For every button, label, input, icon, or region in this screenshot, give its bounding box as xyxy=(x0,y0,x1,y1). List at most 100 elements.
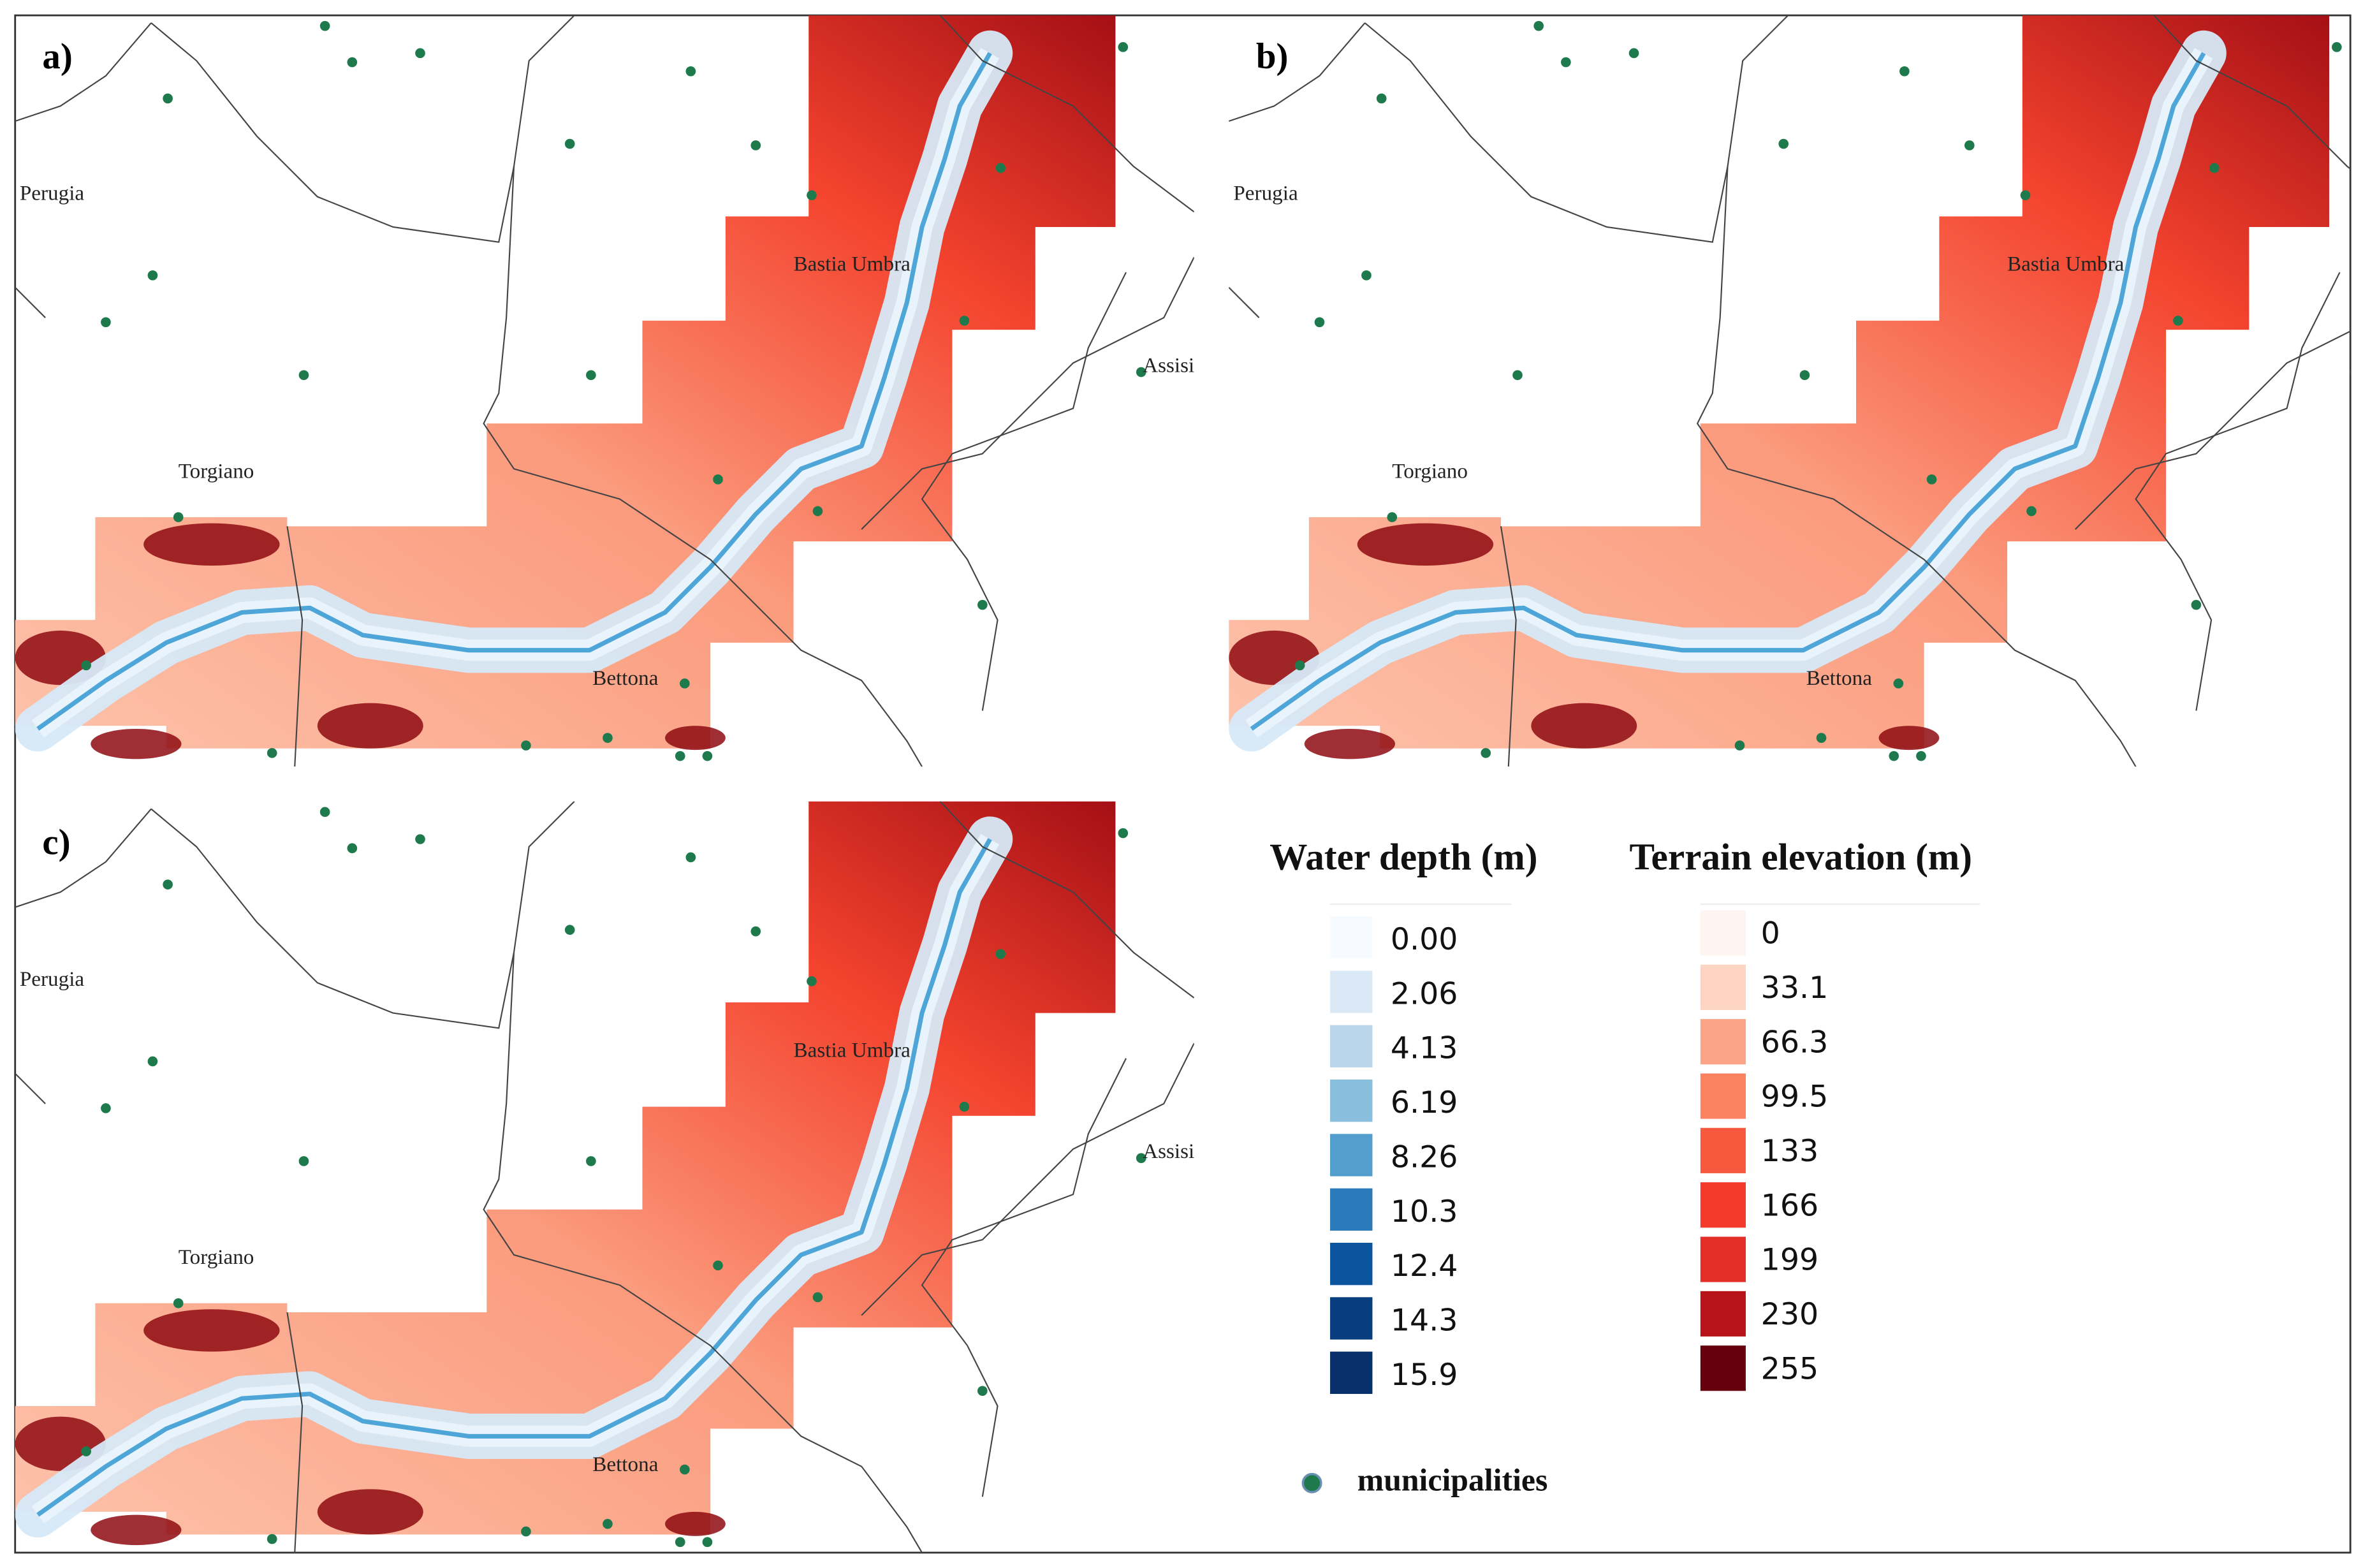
municipality xyxy=(702,751,713,761)
legend-swatch xyxy=(1330,1025,1373,1067)
high-terrain xyxy=(1357,523,1494,566)
legend-swatch xyxy=(1700,1182,1746,1228)
municipality xyxy=(812,1292,823,1303)
municipality xyxy=(347,57,358,68)
municipality xyxy=(319,20,330,31)
municipality xyxy=(2026,506,2037,517)
municipality xyxy=(347,843,358,854)
municipality xyxy=(1561,57,1571,68)
municipality xyxy=(675,751,685,761)
municipality xyxy=(173,1298,184,1308)
legend-swatch xyxy=(1330,1079,1373,1122)
place-label: Assisi xyxy=(1143,1139,1194,1163)
river xyxy=(36,52,992,731)
municipality xyxy=(319,807,330,817)
high-terrain xyxy=(1304,728,1396,759)
municipality xyxy=(680,1464,690,1475)
place-label: Torgiano xyxy=(179,1245,254,1269)
legend-entry: 230 xyxy=(1761,1297,1818,1332)
municipality xyxy=(415,48,425,59)
municipality xyxy=(702,1537,713,1548)
terrain-raster xyxy=(15,15,1116,749)
municipality xyxy=(713,1260,723,1271)
municipality xyxy=(267,1534,277,1544)
municipality xyxy=(1889,751,1899,761)
municipality xyxy=(586,1156,596,1166)
municipality xyxy=(675,1537,685,1548)
boundary xyxy=(15,287,46,318)
municipality xyxy=(81,660,91,671)
boundary xyxy=(939,15,1194,213)
legend-swatch xyxy=(1700,1291,1746,1337)
boundary xyxy=(2153,15,2351,170)
municipality xyxy=(995,949,1006,960)
legend-swatch xyxy=(1700,1236,1746,1282)
legend-swatch xyxy=(1330,1134,1373,1176)
municipality xyxy=(1481,748,1491,758)
boundary xyxy=(861,256,1194,530)
boundary xyxy=(286,526,304,767)
map-panel: Perugia Bastia Umbra Assisi Torgiano Bettona xyxy=(15,801,1194,1553)
legend-swatch xyxy=(1700,1073,1746,1119)
map-panel: Perugia Bastia Umbra Torgiano Bettona xyxy=(1229,15,2351,767)
municipality xyxy=(81,1446,91,1456)
legend-swatch xyxy=(1700,910,1746,956)
place-label: Perugia xyxy=(20,181,85,205)
municipality xyxy=(147,1056,158,1067)
municipality xyxy=(959,316,970,326)
municipality xyxy=(1816,733,1827,744)
boundary xyxy=(150,801,575,1029)
map-panel: Perugia Bastia Umbra Assisi Torgiano Bettona xyxy=(15,15,1194,767)
terrain-raster xyxy=(15,801,1116,1535)
municipality xyxy=(1778,138,1789,149)
municipality xyxy=(1512,370,1523,381)
municipality xyxy=(1361,270,1372,281)
municipality xyxy=(2020,190,2031,200)
high-terrain xyxy=(665,726,726,751)
municipality xyxy=(1376,93,1387,104)
place-label: Assisi xyxy=(1143,354,1194,377)
municipality xyxy=(163,93,173,104)
frame xyxy=(14,14,2352,1554)
legend-title: Terrain elevation (m) xyxy=(1629,835,1972,877)
municipality xyxy=(1734,740,1745,751)
place-label: Bettona xyxy=(592,666,658,690)
municipality xyxy=(1136,367,1146,377)
boundary xyxy=(921,272,1127,711)
boundary xyxy=(939,801,1194,999)
legend-entry: 133 xyxy=(1761,1134,1818,1169)
legend-swatch xyxy=(1330,1297,1373,1340)
municipality xyxy=(977,599,988,610)
boundary xyxy=(921,1058,1127,1497)
municipality xyxy=(2332,42,2342,52)
legend-dot xyxy=(1301,1472,1322,1493)
river xyxy=(36,838,992,1517)
municipality xyxy=(1628,48,1639,59)
terrain-raster xyxy=(1229,15,2329,749)
high-terrain xyxy=(1878,726,1940,751)
high-terrain xyxy=(91,728,182,759)
place-label: Perugia xyxy=(20,967,85,991)
municipality xyxy=(586,370,596,381)
municipality xyxy=(2191,599,2202,610)
municipality xyxy=(1964,140,1975,150)
municipality xyxy=(977,1386,988,1396)
legend-entry: 33.1 xyxy=(1761,971,1829,1006)
high-terrain xyxy=(143,1309,280,1352)
legend-entry: 66.3 xyxy=(1761,1025,1829,1060)
legend-entry: municipalities xyxy=(1357,1463,1548,1498)
boundary xyxy=(1364,15,1789,243)
municipality xyxy=(959,1101,970,1112)
legend-swatch xyxy=(1330,1351,1373,1395)
panel-label: c) xyxy=(42,823,70,863)
boundary xyxy=(15,22,152,122)
municipality xyxy=(1893,678,1904,689)
municipality xyxy=(1136,1153,1146,1164)
municipality xyxy=(298,370,309,381)
place-label: Bastia Umbra xyxy=(2007,253,2125,276)
municipality xyxy=(163,879,173,890)
legend-swatch xyxy=(1330,971,1373,1013)
legend-entry: 10.3 xyxy=(1391,1194,1458,1229)
municipality xyxy=(415,834,425,844)
